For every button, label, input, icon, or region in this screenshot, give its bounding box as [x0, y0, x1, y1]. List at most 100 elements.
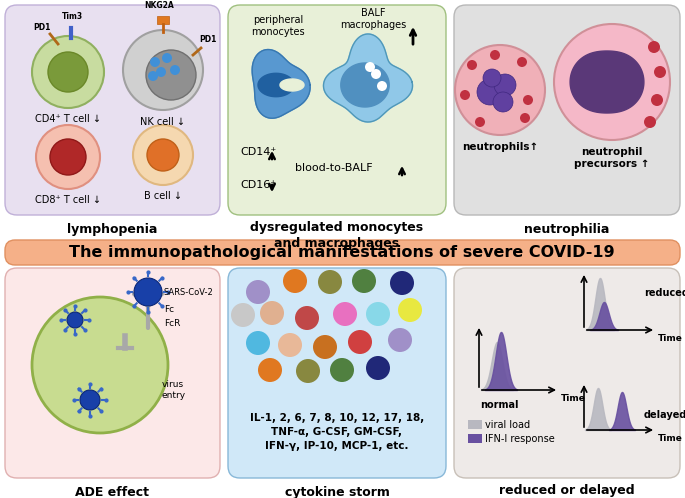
Circle shape: [333, 302, 357, 326]
Text: neutrophils↑: neutrophils↑: [462, 142, 538, 152]
Text: IL-1, 2, 6, 7, 8, 10, 12, 17, 18,
TNF-α, G-CSF, GM-CSF,
IFN-γ, IP-10, MCP-1, etc: IL-1, 2, 6, 7, 8, 10, 12, 17, 18, TNF-α,…: [250, 413, 424, 451]
Polygon shape: [258, 73, 294, 97]
Circle shape: [313, 335, 337, 359]
Circle shape: [80, 390, 100, 410]
Circle shape: [150, 57, 160, 67]
Polygon shape: [323, 34, 412, 122]
Text: NKG2A: NKG2A: [144, 1, 174, 10]
Circle shape: [36, 125, 100, 189]
Circle shape: [318, 270, 342, 294]
Text: reduced: reduced: [644, 288, 685, 298]
Polygon shape: [252, 50, 310, 118]
Text: blood-to-BALF: blood-to-BALF: [295, 163, 373, 173]
Text: neutrophilia: neutrophilia: [524, 223, 610, 236]
Text: CD8⁺ T cell ↓: CD8⁺ T cell ↓: [35, 195, 101, 205]
Circle shape: [162, 53, 172, 63]
Circle shape: [388, 328, 412, 352]
Circle shape: [475, 117, 485, 127]
Circle shape: [146, 50, 196, 100]
Text: BALF
macrophages: BALF macrophages: [340, 7, 406, 30]
Text: neutrophil
precursors ↑: neutrophil precursors ↑: [574, 147, 650, 169]
Circle shape: [258, 358, 282, 382]
Circle shape: [483, 69, 501, 87]
Circle shape: [366, 356, 390, 380]
Text: IFN-I response: IFN-I response: [485, 434, 555, 444]
Circle shape: [390, 271, 414, 295]
Circle shape: [123, 30, 203, 110]
Text: Time: Time: [561, 394, 586, 403]
Circle shape: [330, 358, 354, 382]
FancyBboxPatch shape: [454, 268, 680, 478]
Circle shape: [260, 301, 284, 325]
Circle shape: [32, 297, 168, 433]
Circle shape: [520, 113, 530, 123]
Text: CD4⁺ T cell ↓: CD4⁺ T cell ↓: [35, 114, 101, 124]
FancyBboxPatch shape: [454, 5, 680, 215]
Circle shape: [133, 125, 193, 185]
Text: cytokine storm: cytokine storm: [284, 486, 390, 498]
Text: PD1: PD1: [33, 23, 51, 32]
FancyBboxPatch shape: [5, 268, 220, 478]
Circle shape: [48, 52, 88, 92]
Text: Tim3: Tim3: [62, 12, 83, 21]
Circle shape: [494, 74, 516, 96]
Circle shape: [231, 303, 255, 327]
Circle shape: [377, 81, 387, 91]
Circle shape: [134, 278, 162, 306]
Text: lymphopenia: lymphopenia: [67, 223, 158, 236]
Text: PD1: PD1: [199, 35, 216, 44]
Circle shape: [651, 94, 663, 106]
Text: viral load: viral load: [485, 420, 530, 430]
Circle shape: [371, 69, 381, 79]
Circle shape: [517, 57, 527, 67]
Text: dysregulated monocytes
and macrophages: dysregulated monocytes and macrophages: [251, 221, 423, 250]
Circle shape: [654, 66, 666, 78]
Circle shape: [648, 41, 660, 53]
FancyBboxPatch shape: [228, 5, 446, 215]
Circle shape: [493, 92, 513, 112]
Circle shape: [366, 302, 390, 326]
Text: CD14⁺: CD14⁺: [240, 147, 276, 157]
Circle shape: [246, 331, 270, 355]
Circle shape: [283, 269, 307, 293]
Text: NK cell ↓: NK cell ↓: [140, 117, 186, 127]
Circle shape: [296, 359, 320, 383]
Polygon shape: [570, 51, 644, 113]
Text: Fc: Fc: [164, 304, 174, 314]
Circle shape: [156, 67, 166, 77]
Bar: [157, 16, 169, 24]
Text: CD16⁺: CD16⁺: [240, 180, 276, 190]
Circle shape: [246, 280, 270, 304]
Circle shape: [644, 116, 656, 128]
Circle shape: [523, 95, 533, 105]
Circle shape: [295, 306, 319, 330]
Text: reduced or delayed
IFN-I response: reduced or delayed IFN-I response: [499, 484, 635, 498]
Circle shape: [32, 36, 104, 108]
Polygon shape: [341, 63, 389, 107]
Text: FcR: FcR: [164, 319, 180, 328]
Text: Time: Time: [658, 434, 683, 443]
Circle shape: [455, 45, 545, 135]
Circle shape: [67, 312, 83, 328]
Circle shape: [490, 50, 500, 60]
Text: The immunopathological manifestations of severe COVID-19: The immunopathological manifestations of…: [69, 245, 615, 260]
Circle shape: [170, 65, 180, 75]
Circle shape: [348, 330, 372, 354]
Text: delayed: delayed: [644, 410, 685, 420]
Text: ADE effect: ADE effect: [75, 486, 149, 498]
Circle shape: [477, 79, 503, 105]
FancyBboxPatch shape: [228, 268, 446, 478]
Text: peripheral
monocytes: peripheral monocytes: [251, 14, 305, 37]
Text: normal: normal: [479, 400, 519, 410]
Circle shape: [554, 24, 670, 140]
FancyBboxPatch shape: [5, 5, 220, 215]
Bar: [468, 434, 482, 443]
FancyBboxPatch shape: [5, 240, 680, 265]
Circle shape: [147, 139, 179, 171]
Text: Time: Time: [658, 334, 683, 343]
Circle shape: [148, 71, 158, 81]
Circle shape: [278, 333, 302, 357]
Circle shape: [365, 62, 375, 72]
Circle shape: [467, 60, 477, 70]
Circle shape: [352, 269, 376, 293]
